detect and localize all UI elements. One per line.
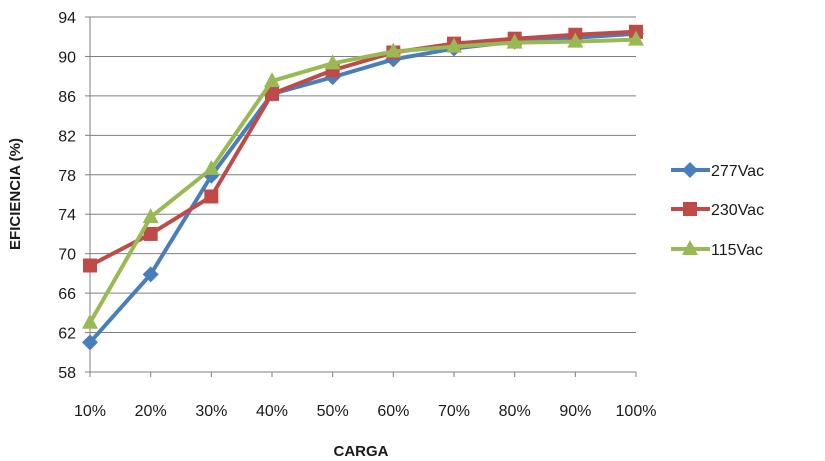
data-point-115Vac xyxy=(446,37,462,53)
series-line-230Vac xyxy=(89,29,637,268)
data-point-230Vac xyxy=(143,226,158,241)
y-axis-title: EFICIENCIA (%) xyxy=(7,138,24,250)
data-point-115Vac xyxy=(142,208,159,224)
data-point-115Vac xyxy=(82,313,98,329)
data-point-115Vac xyxy=(264,72,280,88)
x-tick-label: 50% xyxy=(317,403,349,420)
x-tick-labels: 10% 20% 30% 40% 50% 60% 70% 80% 90% 100% xyxy=(74,403,656,420)
x-tick-label: 20% xyxy=(135,403,167,420)
data-point-115Vac xyxy=(506,33,523,49)
y-tick-label: 82 xyxy=(58,128,76,145)
data-point-115Vac xyxy=(567,32,584,48)
x-tick-label: 30% xyxy=(195,403,227,420)
series-line-115Vac xyxy=(88,37,637,324)
y-tick-label: 58 xyxy=(58,365,76,382)
y-tick-label: 62 xyxy=(58,326,76,343)
data-point-277Vac xyxy=(82,334,98,351)
data-point-230Vac xyxy=(265,86,279,101)
x-tick-label: 10% xyxy=(74,403,106,420)
y-tick-label: 90 xyxy=(58,49,76,66)
x-axis-title: CARGA xyxy=(334,443,389,460)
y-tick-label: 66 xyxy=(58,286,76,303)
x-tick-label: 70% xyxy=(438,403,470,420)
data-point-115Vac xyxy=(203,159,220,175)
y-tick-label: 94 xyxy=(58,10,76,27)
series-group xyxy=(82,24,644,351)
y-tick-labels: 58 62 66 70 74 78 82 86 90 94 xyxy=(58,10,76,382)
legend-marker-230Vac xyxy=(683,202,697,216)
legend-marker-115Vac xyxy=(682,240,698,255)
legend-label-277Vac: 277Vac xyxy=(711,163,764,180)
x-tick-label: 60% xyxy=(377,403,409,420)
legend-label-115Vac: 115Vac xyxy=(711,242,763,259)
y-tick-label: 74 xyxy=(58,207,76,224)
data-point-115Vac xyxy=(385,42,402,58)
data-point-115Vac xyxy=(628,30,644,46)
x-tick-label: 100% xyxy=(616,403,657,420)
data-point-115Vac xyxy=(324,54,341,70)
y-tick-label: 78 xyxy=(58,168,76,185)
x-tick-label: 40% xyxy=(256,403,288,420)
y-tick-label: 70 xyxy=(58,247,76,264)
data-point-230Vac xyxy=(83,258,97,273)
legend-label-230Vac: 230Vac xyxy=(711,202,764,219)
series-line-277Vac xyxy=(88,31,637,344)
y-tick-label: 86 xyxy=(58,89,76,106)
x-tick-label: 90% xyxy=(559,403,591,420)
x-tick-label: 80% xyxy=(499,403,531,420)
legend: 277Vac 230Vac 115Vac xyxy=(671,162,764,259)
data-point-230Vac xyxy=(204,189,219,204)
data-point-277Vac xyxy=(142,266,159,283)
legend-marker-277Vac xyxy=(682,162,698,178)
